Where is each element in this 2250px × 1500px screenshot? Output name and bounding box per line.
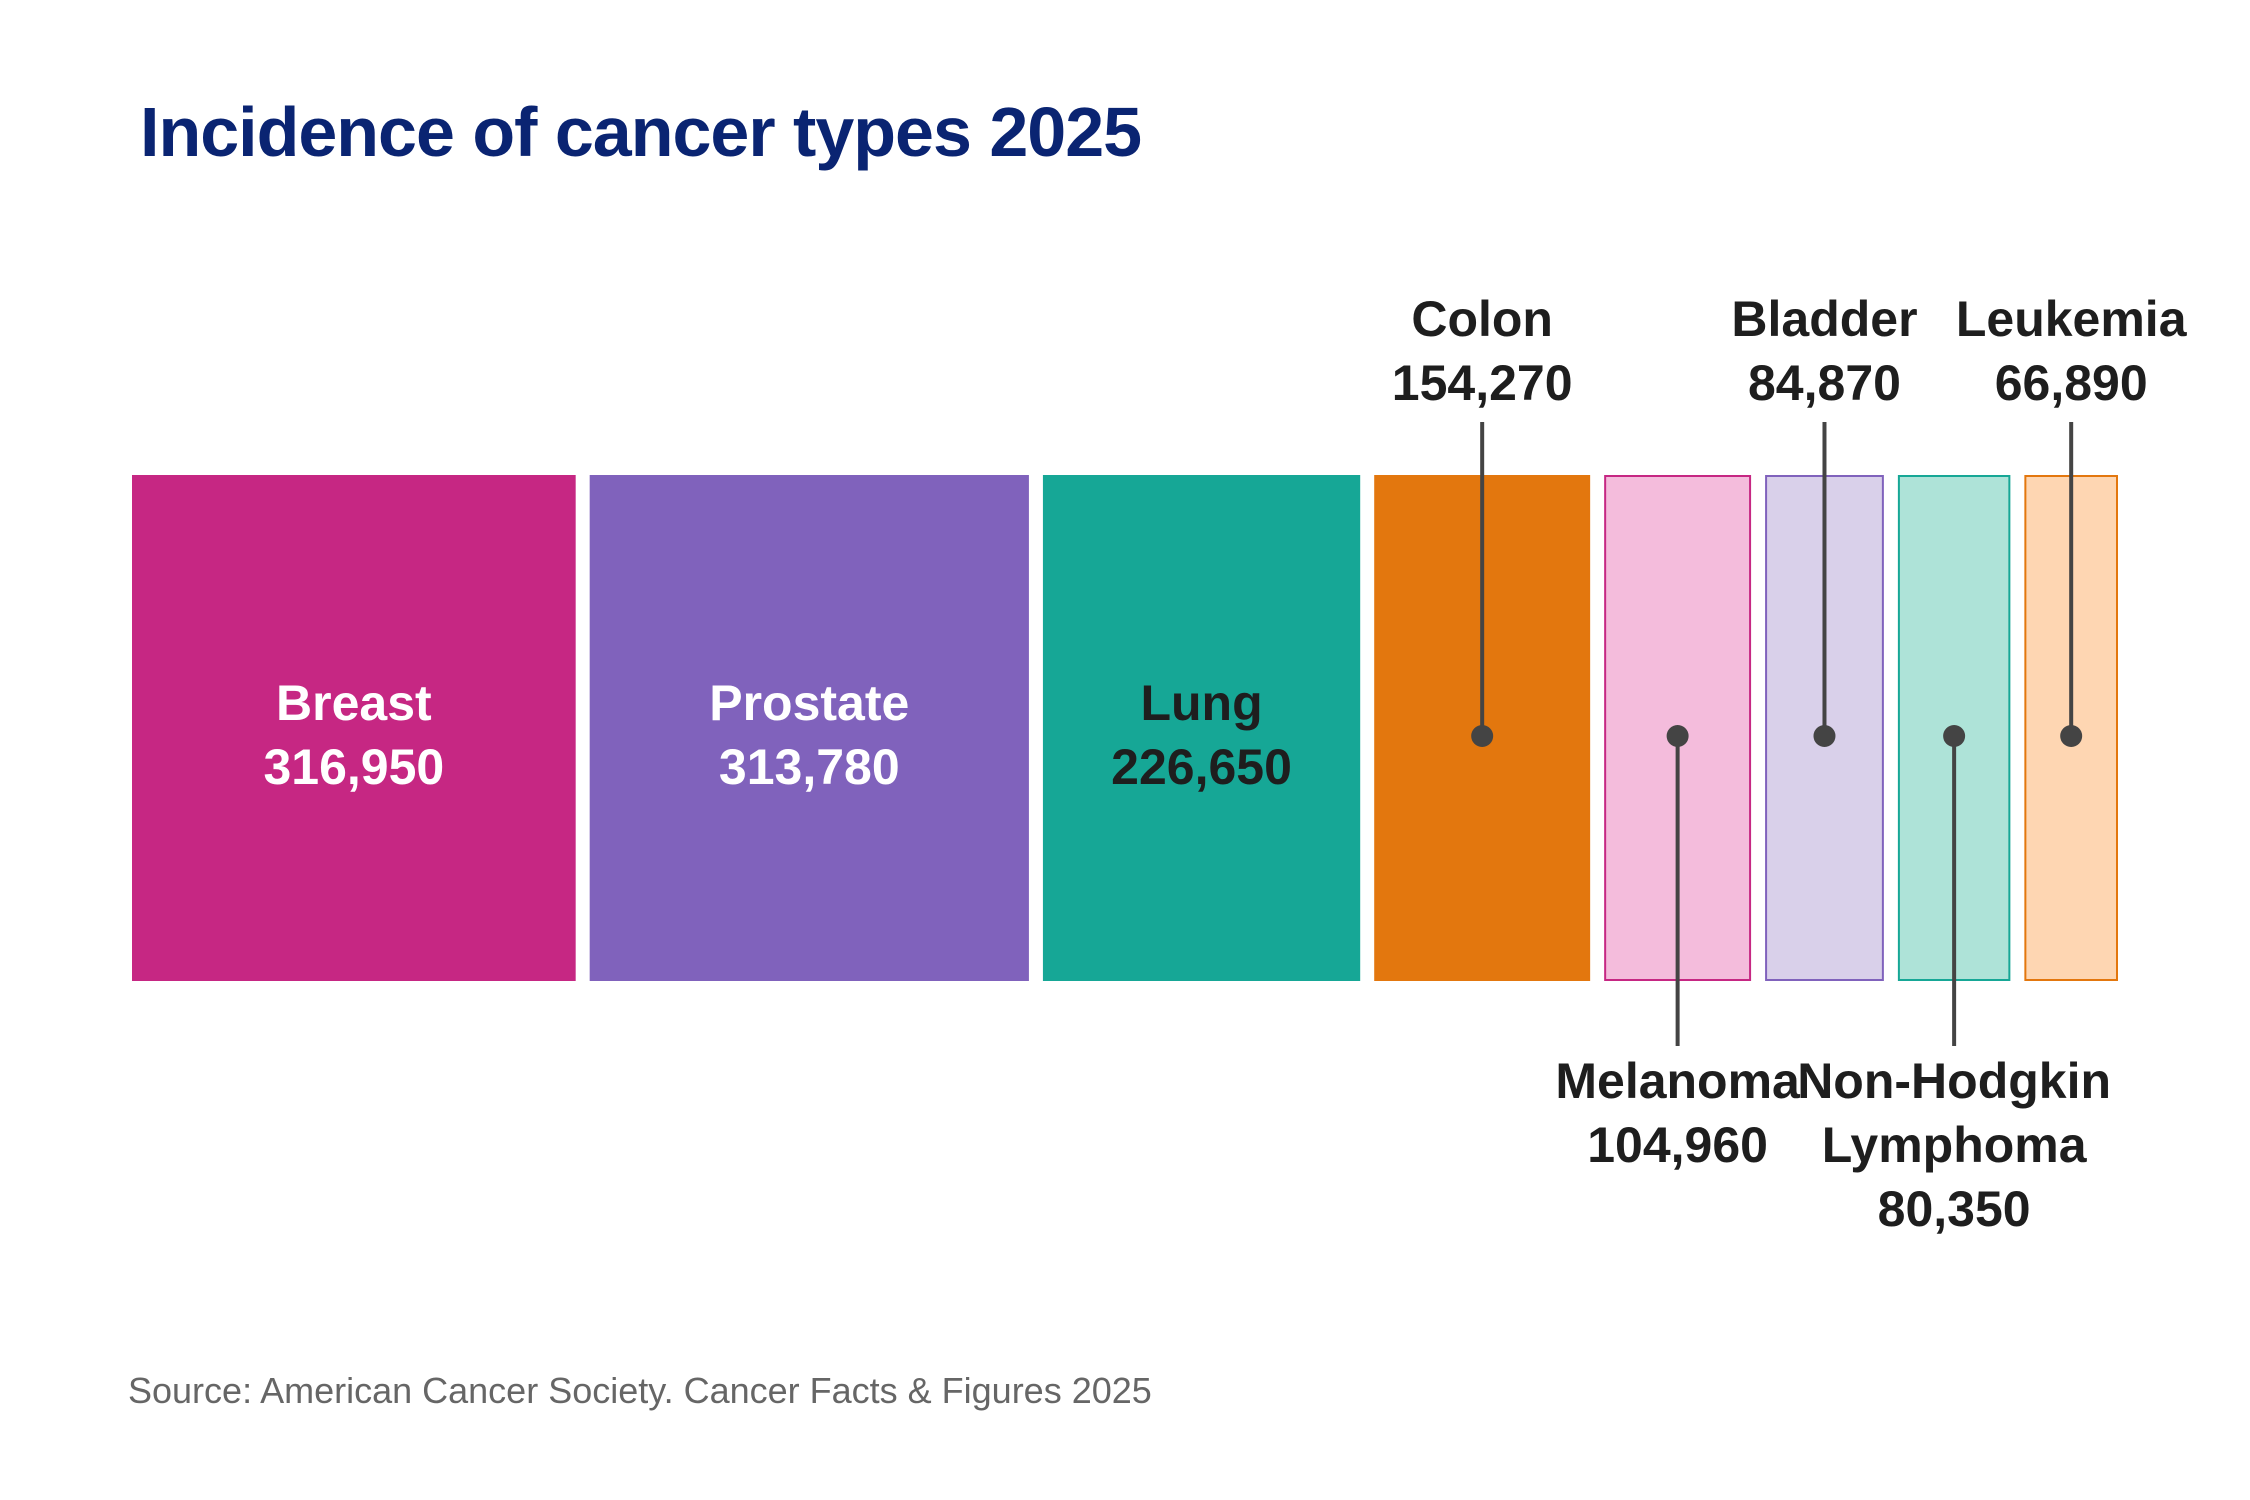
leader-lines-group (1471, 422, 2083, 1046)
value-label-prostate: 313,780 (719, 739, 900, 795)
label-prostate: Prostate (709, 675, 909, 731)
value-label-colon: 154,270 (1392, 355, 1573, 411)
value-label-non-hodgkin-lymphoma: 80,350 (1878, 1181, 2031, 1237)
label-melanoma: Melanoma (1555, 1053, 1801, 1109)
label-non-hodgkin-lymphoma-line-1: Non-Hodgkin (1797, 1053, 2111, 1109)
bar-prostate (589, 475, 1029, 981)
label-colon: Colon (1411, 291, 1553, 347)
label-non-hodgkin-lymphoma-line-2: Lymphoma (1822, 1117, 2088, 1173)
bar-breast (132, 475, 576, 981)
leader-dot-melanoma (1666, 725, 1689, 747)
value-label-melanoma: 104,960 (1587, 1117, 1768, 1173)
label-bladder: Bladder (1731, 291, 1917, 347)
bar-lung (1042, 475, 1361, 981)
label-lung: Lung (1140, 675, 1262, 731)
leader-dot-bladder (1813, 725, 1836, 747)
leader-dot-non-hodgkin-lymphoma (1943, 725, 1966, 747)
value-label-bladder: 84,870 (1748, 355, 1901, 411)
leader-dot-colon (1471, 725, 1494, 747)
value-label-lung: 226,650 (1111, 739, 1292, 795)
chart-title: Incidence of cancer types 2025 (140, 93, 1142, 171)
labels-group: Breast 316,950 Prostate 313,780 Lung 226,650 C… (263, 291, 2187, 1237)
source-note: Source: American Cancer Society. Cancer … (128, 1370, 1152, 1411)
value-label-breast: 316,950 (263, 739, 444, 795)
leader-dot-leukemia (2060, 725, 2083, 747)
value-label-leukemia: 66,890 (1995, 355, 2148, 411)
label-breast: Breast (276, 675, 432, 731)
label-leukemia: Leukemia (1956, 291, 2188, 347)
